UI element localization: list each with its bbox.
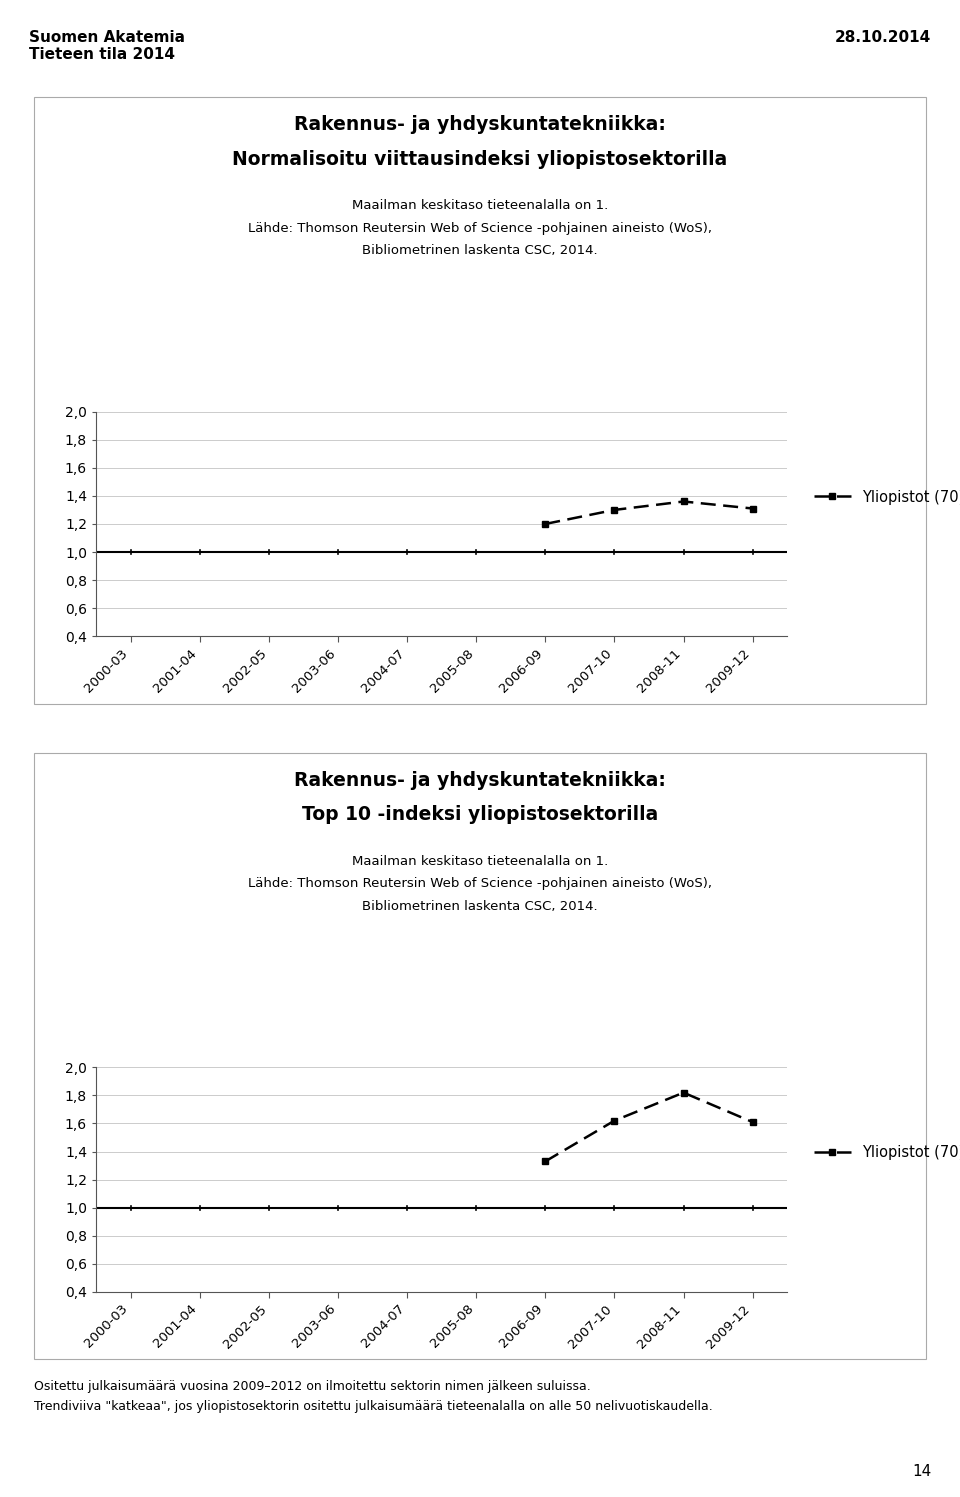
Legend: Yliopistot (70): Yliopistot (70) (808, 1139, 960, 1166)
Text: Lähde: Thomson Reutersin Web of Science -pohjainen aineisto (WoS),: Lähde: Thomson Reutersin Web of Science … (248, 877, 712, 891)
Text: Suomen Akatemia
Tieteen tila 2014: Suomen Akatemia Tieteen tila 2014 (29, 30, 184, 63)
Text: Ositettu julkaisumäärä vuosina 2009–2012 on ilmoitettu sektorin nimen jälkeen su: Ositettu julkaisumäärä vuosina 2009–2012… (34, 1380, 590, 1394)
Text: Rakennus- ja yhdyskuntatekniikka:: Rakennus- ja yhdyskuntatekniikka: (294, 115, 666, 135)
Text: Lähde: Thomson Reutersin Web of Science -pohjainen aineisto (WoS),: Lähde: Thomson Reutersin Web of Science … (248, 222, 712, 235)
Text: Bibliometrinen laskenta CSC, 2014.: Bibliometrinen laskenta CSC, 2014. (362, 244, 598, 257)
Text: Bibliometrinen laskenta CSC, 2014.: Bibliometrinen laskenta CSC, 2014. (362, 900, 598, 913)
Text: Maailman keskitaso tieteenalalla on 1.: Maailman keskitaso tieteenalalla on 1. (352, 199, 608, 213)
Text: Rakennus- ja yhdyskuntatekniikka:: Rakennus- ja yhdyskuntatekniikka: (294, 771, 666, 790)
Text: 14: 14 (912, 1464, 931, 1479)
Text: Maailman keskitaso tieteenalalla on 1.: Maailman keskitaso tieteenalalla on 1. (352, 855, 608, 868)
Text: Normalisoitu viittausindeksi yliopistosektorilla: Normalisoitu viittausindeksi yliopistose… (232, 150, 728, 169)
Text: 28.10.2014: 28.10.2014 (835, 30, 931, 45)
Legend: Yliopistot (70): Yliopistot (70) (808, 484, 960, 510)
Text: Top 10 -indeksi yliopistosektorilla: Top 10 -indeksi yliopistosektorilla (301, 805, 659, 825)
Text: Trendiviiva "katkeaa", jos yliopistosektorin ositettu julkaisumäärä tieteenalall: Trendiviiva "katkeaa", jos yliopistosekt… (34, 1400, 712, 1413)
